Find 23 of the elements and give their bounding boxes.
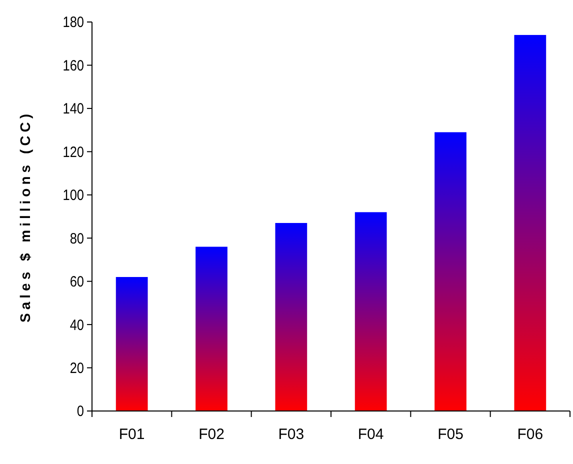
bar xyxy=(116,277,148,411)
y-tick-label: 180 xyxy=(62,13,84,30)
y-tick-label: 20 xyxy=(70,359,84,376)
x-tick-label: F05 xyxy=(438,426,464,443)
y-tick-label: 0 xyxy=(76,402,84,420)
x-tick-label: F02 xyxy=(198,426,224,443)
x-tick-label: F03 xyxy=(278,426,304,443)
bar xyxy=(196,246,228,411)
x-tick-label: F01 xyxy=(118,426,145,443)
y-tick-label: 80 xyxy=(70,229,84,247)
x-tick-label: F04 xyxy=(358,426,384,443)
bar xyxy=(434,132,466,411)
y-tick-label: 160 xyxy=(62,56,84,74)
y-axis-title: Sales $ millions (CC) xyxy=(17,110,33,322)
y-tick-label: 140 xyxy=(62,100,84,117)
x-tick-label: F06 xyxy=(517,426,544,443)
y-tick-label: 100 xyxy=(62,186,84,204)
y-tick-label: 60 xyxy=(70,272,84,290)
y-tick-label: 120 xyxy=(62,142,84,160)
bar xyxy=(514,34,546,411)
y-tick-label: 40 xyxy=(70,316,84,334)
bar xyxy=(275,222,308,411)
bar xyxy=(354,212,387,411)
